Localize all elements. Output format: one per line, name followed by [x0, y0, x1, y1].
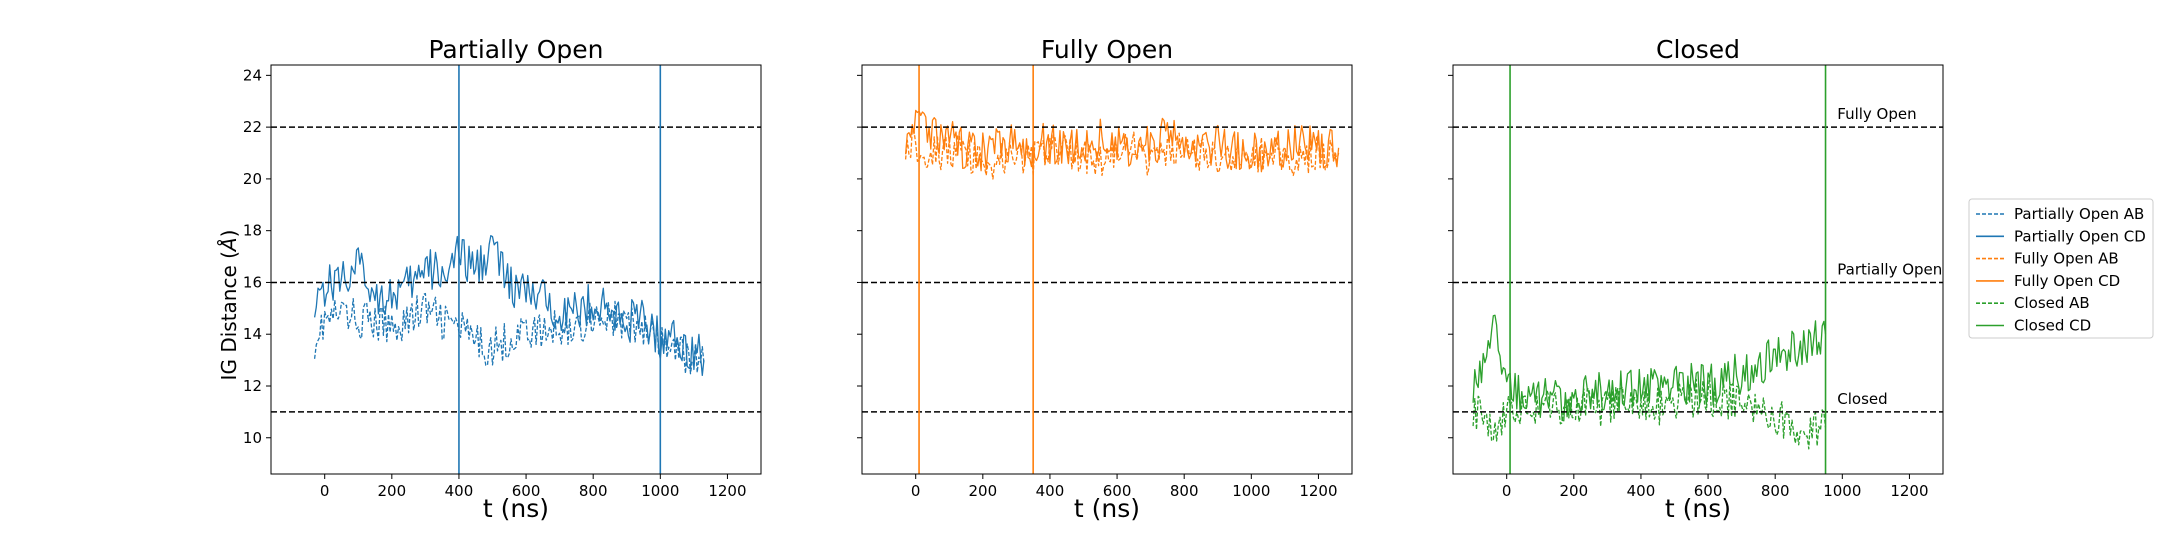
x-tick-label: 0	[911, 482, 921, 500]
series-partially-open-ab	[313, 292, 705, 375]
series-closed-cd	[1472, 314, 1827, 422]
y-axis-label: IG Distance (Å)	[217, 230, 241, 381]
legend-label: Closed CD	[2014, 317, 2091, 335]
series-partially-open-cd	[313, 235, 705, 377]
panel-partially-open: Partially Open 0 200 400 600 800 1000 1200 10 12 1…	[243, 35, 762, 523]
y-tick-label: 10	[243, 429, 262, 447]
x-tick-label: 1000	[1823, 482, 1861, 500]
x-axis-label: t (ns)	[1074, 494, 1140, 523]
reference-label: Closed	[1837, 390, 1887, 408]
panel-title: Closed	[1656, 35, 1740, 64]
panel-title: Fully Open	[1041, 35, 1173, 64]
y-tick-label: 12	[243, 377, 262, 395]
panel-fully-open: Fully Open 0 200 400 600 800 1000 1200 t (ns)	[857, 35, 1353, 523]
legend: Partially Open AB Partially Open CD Fully …	[1968, 198, 2154, 339]
y-tick-label: 22	[243, 118, 262, 136]
y-tick-label: 16	[243, 273, 262, 291]
legend-label: Partially Open AB	[2014, 205, 2144, 223]
x-axis-label: t (ns)	[1665, 494, 1731, 523]
x-tick-label: 200	[378, 482, 407, 500]
x-tick-label: 800	[1761, 482, 1790, 500]
x-tick-label: 400	[1036, 482, 1065, 500]
x-tick-label: 400	[445, 482, 474, 500]
y-tick-label: 18	[243, 222, 262, 240]
x-tick-label: 800	[1170, 482, 1199, 500]
x-tick-label: 600	[1103, 482, 1132, 500]
x-tick-label: 200	[1560, 482, 1589, 500]
x-tick-label: 0	[320, 482, 330, 500]
x-tick-label: 600	[1694, 482, 1723, 500]
series-fully-open-cd	[904, 109, 1340, 173]
plot-frame	[861, 64, 1353, 475]
legend-label: Fully Open CD	[2014, 272, 2120, 290]
reference-label: Fully Open	[1837, 105, 1916, 123]
y-tick-label: 14	[243, 325, 262, 343]
x-tick-label: 600	[512, 482, 541, 500]
panel-title: Partially Open	[428, 35, 603, 64]
x-tick-label: 1200	[1890, 482, 1928, 500]
x-tick-label: 1000	[1232, 482, 1270, 500]
y-tick-label: 24	[243, 66, 262, 84]
legend-label: Partially Open CD	[2014, 227, 2146, 245]
legend-label: Fully Open AB	[2014, 250, 2119, 268]
plot-frame	[1452, 64, 1944, 475]
x-axis-label: t (ns)	[483, 494, 549, 523]
x-tick-label: 400	[1627, 482, 1656, 500]
x-tick-label: 200	[969, 482, 998, 500]
x-tick-label: 0	[1502, 482, 1512, 500]
series-closed-ab	[1472, 377, 1827, 450]
x-tick-label: 1200	[708, 482, 746, 500]
y-tick-label: 20	[243, 170, 262, 188]
legend-label: Closed AB	[2014, 294, 2090, 312]
reference-label: Partially Open	[1837, 260, 1942, 278]
x-tick-label: 800	[579, 482, 608, 500]
plot-frame	[270, 64, 762, 475]
x-tick-label: 1000	[641, 482, 679, 500]
x-tick-label: 1200	[1299, 482, 1337, 500]
panel-closed: Closed Fully Open Partially Open Closed 0 200…	[1448, 35, 1944, 523]
